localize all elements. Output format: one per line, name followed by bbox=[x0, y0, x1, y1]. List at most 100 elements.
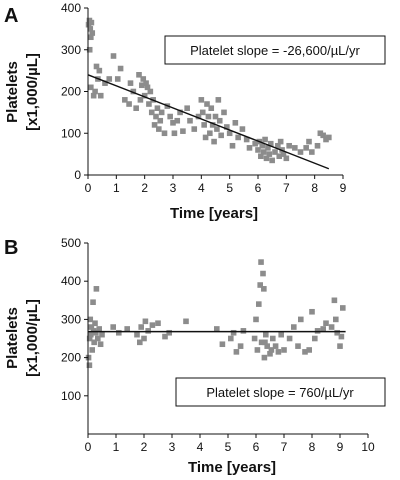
panel-a-x-tick-label-1: 1 bbox=[113, 181, 120, 195]
panel-b-data-point-46 bbox=[261, 286, 267, 292]
panel-b-data-point-58 bbox=[286, 335, 293, 342]
panel-a-data-point-74 bbox=[239, 126, 246, 132]
panel-a-data-point-70 bbox=[226, 130, 233, 137]
panel-a-data-point-91 bbox=[276, 153, 283, 160]
panel-a-data-point-44 bbox=[170, 120, 176, 126]
panel-b-x-tick-label-0: 0 bbox=[85, 440, 92, 454]
panel-b-data-point-10 bbox=[92, 320, 98, 327]
panel-a-data-point-88 bbox=[269, 157, 275, 164]
panel-a-data-point-51 bbox=[191, 126, 198, 132]
panel-b-data-point-41 bbox=[256, 301, 262, 307]
panel-b-x-tick-label-8: 8 bbox=[309, 440, 316, 454]
panel-b-x-axis-title: Time [years] bbox=[188, 459, 276, 476]
panel-a-data-point-73 bbox=[235, 134, 241, 141]
panel-a-data-point-105 bbox=[323, 136, 329, 143]
panel-b-data-point-4 bbox=[88, 331, 94, 338]
panel-b-data-point-38 bbox=[251, 335, 258, 342]
panel-b-data-point-17 bbox=[110, 324, 116, 330]
panel-a-data-point-61 bbox=[209, 122, 216, 128]
panel-b-data-point-42 bbox=[257, 282, 263, 288]
panel-b-data-point-62 bbox=[302, 349, 308, 355]
panel-b-data-point-73 bbox=[337, 343, 343, 349]
panel-b-data-point-71 bbox=[333, 316, 339, 323]
panel-b-data-point-61 bbox=[298, 316, 304, 323]
panel-a-data-point-72 bbox=[232, 120, 239, 126]
panel-a-data-point-104 bbox=[320, 132, 326, 139]
panel-a-data-point-27 bbox=[140, 76, 147, 82]
panel-a-data-point-69 bbox=[224, 124, 230, 130]
panel-b-x-tick-label-7: 7 bbox=[281, 440, 288, 454]
panel-a-data-point-13 bbox=[97, 92, 104, 99]
panel-a-data-point-95 bbox=[283, 155, 290, 162]
panel-b-data-point-18 bbox=[116, 329, 122, 336]
panel-b-y-tick-label-3: 400 bbox=[61, 274, 81, 288]
panel-b-x-tick-label-1: 1 bbox=[113, 440, 120, 454]
panel-a-y-tick-label-1: 100 bbox=[61, 126, 81, 140]
panel-b-y-tick-label-2: 300 bbox=[61, 312, 81, 326]
panel-b-x-tick-label-4: 4 bbox=[197, 440, 204, 454]
panel-a-data-point-0 bbox=[85, 21, 92, 28]
panel-a-data-point-19 bbox=[122, 97, 128, 103]
panel-a-data-point-41 bbox=[161, 130, 168, 137]
panel-a-data-point-90 bbox=[275, 142, 281, 149]
panel-a-data-point-60 bbox=[208, 105, 215, 111]
panel-b-data-point-66 bbox=[314, 328, 321, 334]
panel-b-y-axis-title-line1: Platelets bbox=[4, 307, 21, 369]
panel-a-data-point-37 bbox=[154, 105, 161, 111]
panel-a-data-point-75 bbox=[243, 136, 250, 143]
panel-a-x-tick-label-8: 8 bbox=[311, 181, 318, 195]
panel-a-data-point-97 bbox=[292, 145, 298, 151]
panel-b-data-point-49 bbox=[263, 331, 269, 338]
panel-b-y-tick-label-1: 200 bbox=[61, 351, 81, 365]
panel-a-data-point-94 bbox=[280, 151, 287, 157]
panel-a-data-point-96 bbox=[286, 142, 292, 149]
panel-a-data-point-78 bbox=[255, 147, 261, 153]
panel-a-x-tick-label-4: 4 bbox=[198, 181, 205, 195]
panel-a-data-point-103 bbox=[317, 130, 324, 137]
panel-b-y-ticks: 100 200 300 400 500 bbox=[61, 236, 88, 403]
panel-a-x-tick-label-9: 9 bbox=[340, 181, 347, 195]
panel-b-data-point-22 bbox=[138, 324, 144, 330]
panel-b-data-point-16 bbox=[99, 331, 105, 338]
panel-a-data-point-3 bbox=[88, 34, 94, 41]
panel-b-data-point-14 bbox=[96, 326, 102, 332]
panel-a-data-point-10 bbox=[93, 63, 100, 70]
panel-b-data-point-51 bbox=[267, 350, 273, 357]
panel-b-data-point-74 bbox=[338, 333, 345, 340]
panel-a-data-point-40 bbox=[158, 109, 165, 116]
panel-a-data-point-2 bbox=[87, 26, 94, 32]
panel-b-data-point-9 bbox=[91, 339, 97, 346]
panel-a-data-point-82 bbox=[260, 149, 267, 155]
panel-a-data-point-50 bbox=[187, 117, 193, 124]
panel-b-x-tick-label-6: 6 bbox=[253, 440, 260, 454]
panel-b-y-tick-label-0: 100 bbox=[61, 389, 81, 403]
panel-b-data-point-24 bbox=[142, 318, 149, 325]
panel-a-data-point-35 bbox=[151, 122, 158, 128]
panel-a-letter: A bbox=[4, 5, 18, 27]
panel-a-data-point-83 bbox=[262, 136, 268, 143]
panel-b-data-point-70 bbox=[331, 297, 338, 304]
panel-a-data-point-86 bbox=[266, 151, 273, 157]
panel-b: B 0 1 2 3 4 5 6 7 8 9 10 100 200 300 400 500 Time [yea… bbox=[4, 236, 386, 476]
panel-b-data-point-32 bbox=[219, 341, 226, 348]
panel-b-data-point-37 bbox=[240, 328, 247, 334]
panel-b-data-point-21 bbox=[137, 339, 143, 346]
panel-b-data-point-56 bbox=[278, 331, 284, 338]
panel-b-data-point-63 bbox=[306, 347, 312, 353]
panel-b-x-tick-label-2: 2 bbox=[141, 440, 148, 454]
panel-b-annotation-box bbox=[175, 377, 386, 407]
panel-a-data-point-21 bbox=[127, 80, 134, 86]
panel-b-data-point-75 bbox=[340, 305, 346, 311]
panel-a-data-point-45 bbox=[171, 130, 178, 137]
panel-a-data-point-22 bbox=[130, 88, 137, 95]
panel-a-x-tick-label-3: 3 bbox=[170, 181, 177, 195]
panel-a-data-point-26 bbox=[139, 82, 145, 89]
panel-a-x-tick-label-5: 5 bbox=[226, 181, 233, 195]
panel-a-data-point-99 bbox=[303, 145, 309, 151]
panel-a-x-tick-label-2: 2 bbox=[141, 181, 148, 195]
panel-a-data-point-56 bbox=[202, 134, 209, 141]
panel-b-data-point-1 bbox=[86, 362, 93, 369]
panel-a-data-point-65 bbox=[215, 97, 222, 103]
panel-b-data-point-3 bbox=[87, 316, 94, 323]
panel-a-y-ticks: 0 100 200 300 400 bbox=[61, 1, 88, 182]
